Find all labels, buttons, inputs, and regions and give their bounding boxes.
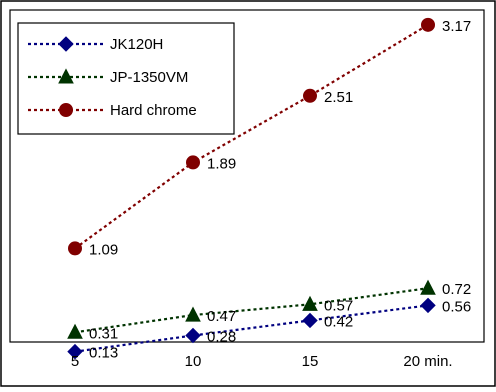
data-point-jk120h-3 (302, 312, 318, 329)
x-tick-label-4: 20 min. (403, 353, 452, 370)
data-point-hard-chrome-4 (421, 17, 435, 32)
x-tick-label-3: 15 (302, 353, 319, 370)
legend-label-jp-1350vm: JP-1350VM (110, 69, 188, 86)
legend: JK120H JP-1350VM Hard chrome (17, 22, 235, 135)
data-label-jk120h-4: 0.56 (442, 298, 471, 315)
data-point-jp-1350vm-1 (67, 323, 83, 339)
data-point-jp-1350vm-2 (185, 306, 201, 322)
legend-marker-jp-1350vm (58, 68, 74, 84)
data-label-jp-1350vm-1: 0.31 (89, 325, 118, 342)
data-point-jp-1350vm-3 (302, 295, 318, 311)
data-point-jk120h-1 (67, 343, 83, 360)
data-label-jk120h-3: 0.42 (324, 313, 353, 330)
x-tick-label-2: 10 (185, 353, 202, 370)
legend-label-hard-chrome: Hard chrome (110, 102, 197, 119)
data-label-jp-1350vm-2: 0.47 (207, 308, 236, 325)
x-tick-label-1: 5 (71, 353, 79, 370)
data-label-layer: 0.13 0.28 0.42 0.56 0.31 0.47 0.57 0.72 1.09 1.89… (89, 18, 471, 362)
legend-marker-jk120h (58, 36, 74, 52)
data-label-hard-chrome-1: 1.09 (89, 241, 118, 258)
series-line-jp-1350vm (74, 287, 429, 334)
data-point-hard-chrome-3 (303, 88, 317, 103)
data-label-jp-1350vm-3: 0.57 (324, 297, 353, 314)
data-label-jp-1350vm-4: 0.72 (442, 281, 471, 298)
data-point-jp-1350vm-4 (420, 279, 436, 295)
data-label-hard-chrome-2: 1.89 (207, 155, 236, 172)
data-label-jk120h-2: 0.28 (207, 329, 236, 346)
legend-label-jk120h: JK120H (110, 36, 163, 53)
series-line-hard-chrome (74, 23, 429, 250)
data-label-hard-chrome-3: 2.51 (324, 89, 353, 106)
series-layer (67, 17, 436, 360)
data-label-jk120h-1: 0.13 (89, 345, 118, 362)
data-label-hard-chrome-4: 3.17 (442, 18, 471, 35)
data-point-jk120h-2 (185, 327, 201, 344)
legend-box (17, 22, 235, 135)
data-point-jk120h-4 (420, 297, 436, 314)
data-point-hard-chrome-1 (68, 241, 82, 256)
data-point-hard-chrome-2 (186, 155, 200, 170)
legend-marker-hard-chrome (59, 103, 73, 117)
x-axis-tick-labels: 5 10 15 20 min. (71, 353, 453, 370)
series-line-jk120h (74, 304, 429, 353)
